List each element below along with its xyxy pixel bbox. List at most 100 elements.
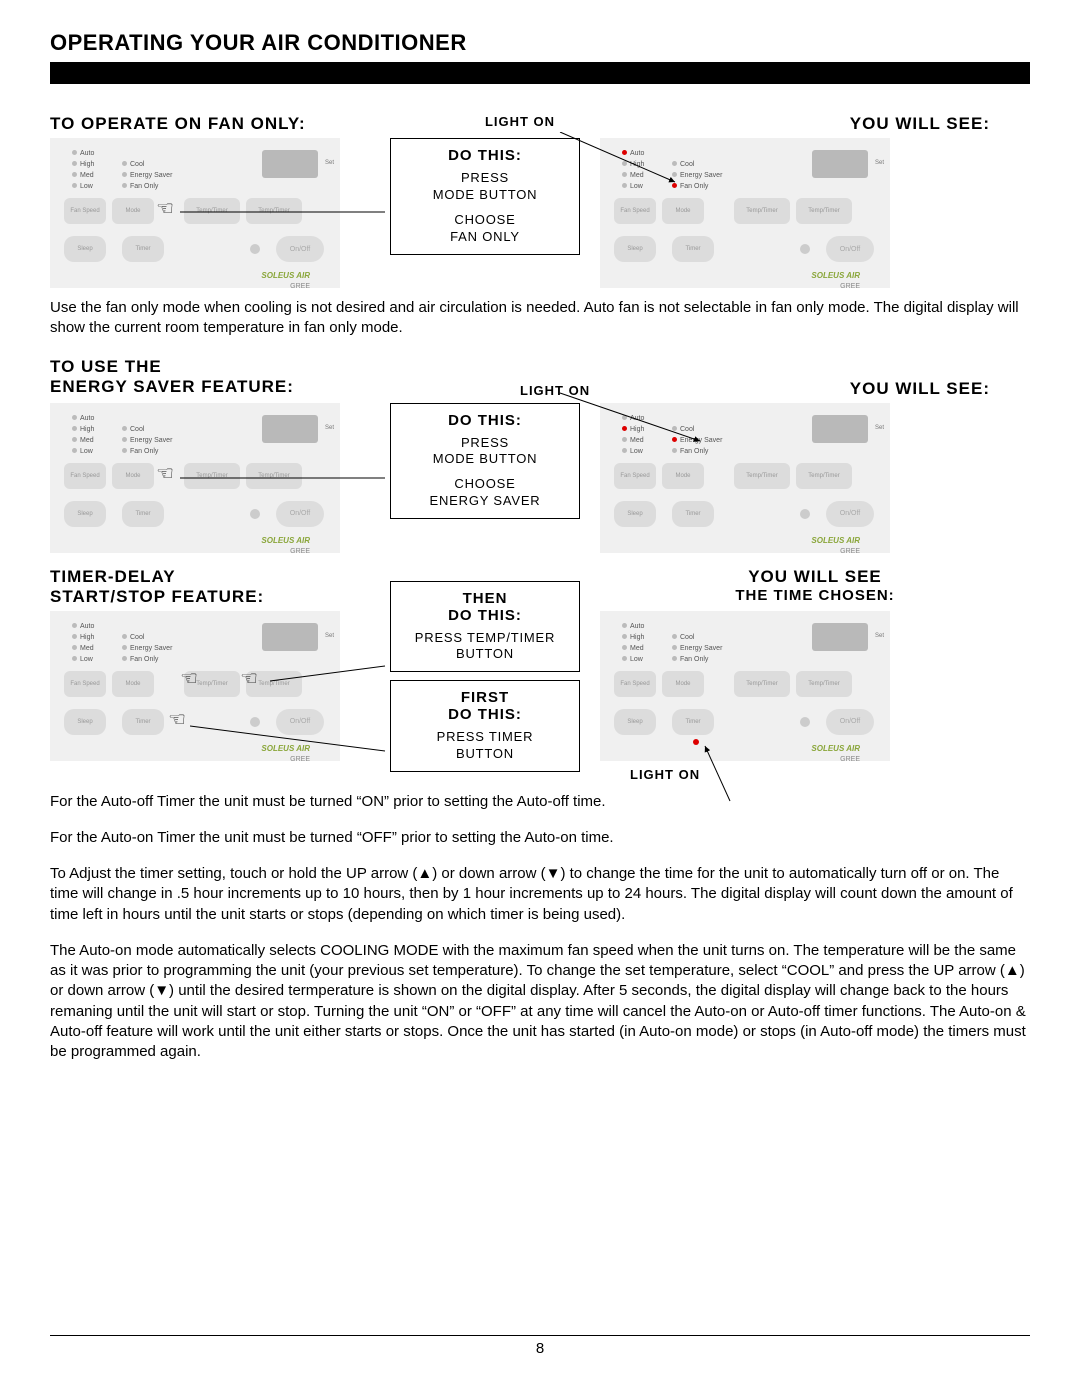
led-label: Fan Only [680,654,722,665]
mode-button[interactable]: Mode [112,198,154,224]
sleep-button[interactable]: Sleep [614,236,656,262]
temp-timer-down-button[interactable]: Temp/Timer [734,671,790,697]
set-label: Set [875,425,884,431]
onoff-button[interactable]: On/Off [276,709,324,735]
timer-button[interactable]: Timer [122,236,164,262]
box-line: PRESS TEMP/TIMER [401,630,569,647]
page-number: 8 [536,1340,544,1357]
lcd-display [812,623,868,651]
led-label: Low [80,181,94,192]
box-line: BUTTON [401,746,569,763]
timer-button[interactable]: Timer [122,501,164,527]
mode-button[interactable]: Mode [662,463,704,489]
box-line: BUTTON [401,646,569,663]
led-label: Med [80,435,94,446]
timer-button[interactable]: Timer [672,709,714,735]
pointing-hand-icon: ☞ [180,666,198,691]
fan-speed-button[interactable]: Fan Speed [614,463,656,489]
led-label: Cool [130,159,172,170]
mode-button[interactable]: Mode [112,463,154,489]
light-on-label: LIGHT ON [485,114,555,129]
led-label: High [80,632,94,643]
paragraph: To Adjust the timer setting, touch or ho… [50,864,1030,925]
temp-timer-up-button[interactable]: Temp/Timer [796,671,852,697]
heading-timer: TIMER-DELAY START/STOP FEATURE: [50,567,370,607]
temp-timer-up-button[interactable]: Temp/Timer [246,463,302,489]
power-led [250,509,260,519]
fan-speed-button[interactable]: Fan Speed [64,671,106,697]
set-label: Set [325,160,334,166]
led-label: High [630,632,644,643]
temp-timer-up-button[interactable]: Temp/Timer [246,198,302,224]
led-label: High [80,159,94,170]
led-label: Fan Only [130,181,172,192]
led-label: Cool [130,632,172,643]
sleep-button[interactable]: Sleep [64,709,106,735]
temp-timer-down-button[interactable]: Temp/Timer [734,198,790,224]
led-label: Energy Saver [130,643,172,654]
mode-button[interactable]: Mode [662,198,704,224]
power-led [800,244,810,254]
box-line: MODE BUTTON [401,187,569,204]
led-label: Cool [680,159,722,170]
sleep-button[interactable]: Sleep [64,236,106,262]
led-label: Cool [130,424,172,435]
mode-button[interactable]: Mode [112,671,154,697]
control-panel-after-1: Auto High Med Low Cool Energy Saver Fan … [600,138,890,288]
box-line: MODE BUTTON [401,451,569,468]
logo-gree: GREE [840,756,860,763]
onoff-button[interactable]: On/Off [826,236,874,262]
led-label: Cool [680,424,722,435]
lcd-display [262,150,318,178]
onoff-button[interactable]: On/Off [276,236,324,262]
led-label: Med [630,435,644,446]
sleep-button[interactable]: Sleep [64,501,106,527]
timer-button[interactable]: Timer [672,236,714,262]
onoff-button[interactable]: On/Off [826,709,874,735]
temp-timer-up-button[interactable]: Temp/Timer [796,463,852,489]
fan-speed-button[interactable]: Fan Speed [614,671,656,697]
led-label: Auto [80,148,94,159]
led-label: Auto [630,621,644,632]
heading-you-will-see-2: YOU WILL SEE: [850,379,990,399]
temp-timer-down-button[interactable]: Temp/Timer [734,463,790,489]
lcd-display [262,623,318,651]
box-line: PRESS TIMER [401,729,569,746]
power-led [800,717,810,727]
set-label: Set [875,633,884,639]
power-led [250,717,260,727]
sleep-button[interactable]: Sleep [614,709,656,735]
box-line: CHOOSE [401,476,569,493]
led-label: High [630,424,644,435]
logo-gree: GREE [840,548,860,555]
led-label: Med [630,170,644,181]
pointing-hand-icon: ☞ [240,666,258,691]
mode-button[interactable]: Mode [662,671,704,697]
fan-speed-button[interactable]: Fan Speed [614,198,656,224]
sleep-button[interactable]: Sleep [614,501,656,527]
led-label: Energy Saver [130,170,172,181]
onoff-button[interactable]: On/Off [276,501,324,527]
light-on-label-3: LIGHT ON [630,767,1030,782]
onoff-button[interactable]: On/Off [826,501,874,527]
page-title: OPERATING YOUR AIR CONDITIONER [50,30,1030,56]
timer-button[interactable]: Timer [122,709,164,735]
timer-led [693,739,699,745]
led-label: Fan Only [680,181,722,192]
fan-speed-button[interactable]: Fan Speed [64,463,106,489]
timer-button[interactable]: Timer [672,501,714,527]
temp-timer-down-button[interactable]: Temp/Timer [184,463,240,489]
heading-time-chosen: THE TIME CHOSEN: [600,587,1030,604]
led-label: Low [80,654,94,665]
temp-timer-up-button[interactable]: Temp/Timer [796,198,852,224]
box-line: ENERGY SAVER [401,493,569,510]
logo-gree: GREE [290,283,310,290]
temp-timer-down-button[interactable]: Temp/Timer [184,198,240,224]
power-led [250,244,260,254]
led-label: Cool [680,632,722,643]
control-panel-before-3: Auto High Med Low Cool Energy Saver Fan … [50,611,340,761]
heading-you-will-see-3: YOU WILL SEE [600,567,1030,587]
power-led [800,509,810,519]
paragraph: The Auto-on mode automatically selects C… [50,941,1030,1063]
fan-speed-button[interactable]: Fan Speed [64,198,106,224]
